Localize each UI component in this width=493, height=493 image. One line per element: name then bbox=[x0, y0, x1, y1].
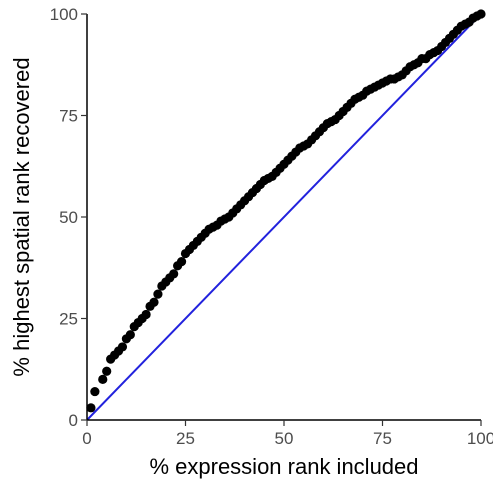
x-axis: 0 25 50 75 100 bbox=[82, 420, 493, 448]
data-points bbox=[86, 9, 486, 413]
data-point bbox=[90, 386, 100, 397]
data-point bbox=[86, 403, 96, 413]
data-point bbox=[141, 309, 151, 320]
data-point bbox=[98, 374, 108, 384]
y-tick-label: 75 bbox=[59, 107, 78, 126]
y-axis: 0 25 50 75 100 bbox=[50, 5, 87, 430]
data-point bbox=[117, 342, 128, 352]
data-point bbox=[476, 9, 486, 19]
x-tick-label: 25 bbox=[176, 429, 195, 448]
x-tick-label: 50 bbox=[275, 429, 294, 448]
y-tick-label: 0 bbox=[69, 411, 78, 430]
x-tick-label: 75 bbox=[373, 429, 392, 448]
data-point bbox=[169, 269, 179, 279]
y-tick-label: 50 bbox=[59, 208, 78, 227]
plot-area bbox=[86, 9, 486, 421]
data-point bbox=[153, 289, 163, 299]
x-axis-title: % expression rank included bbox=[149, 454, 418, 479]
reference-line bbox=[86, 13, 482, 421]
y-tick-label: 100 bbox=[50, 5, 78, 24]
data-point bbox=[149, 297, 159, 307]
x-tick-label: 0 bbox=[82, 429, 91, 448]
x-tick-label: 100 bbox=[467, 429, 493, 448]
data-point bbox=[102, 366, 112, 376]
data-point bbox=[176, 257, 187, 267]
y-tick-label: 25 bbox=[59, 310, 78, 329]
data-point bbox=[125, 330, 135, 340]
y-axis-title: % highest spatial rank recovered bbox=[9, 57, 34, 376]
